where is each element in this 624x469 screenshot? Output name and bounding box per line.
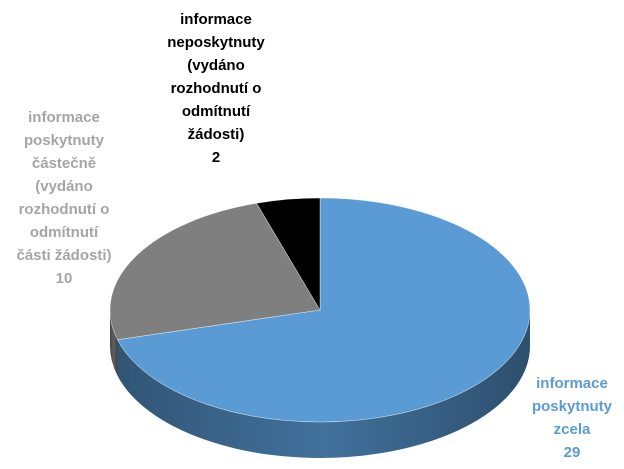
- pie-data-label-0: informace poskytnuty zcela 29: [532, 375, 613, 461]
- pie-data-label-line-0: poskytnuty: [532, 398, 613, 415]
- pie-data-label-line-2: odmítnutí: [182, 103, 251, 120]
- pie-data-label-1: informace poskytnuty částečně (vydáno rozhod…: [16, 109, 111, 287]
- pie-data-label-line-1: odmítnutí: [30, 224, 99, 241]
- pie-data-label-line-2: (vydáno: [187, 57, 245, 74]
- pie-slice-1: [109, 202, 321, 341]
- pie-data-label-line-1: (vydáno: [35, 178, 93, 195]
- pie-data-label-line-1: části žádosti): [16, 247, 111, 264]
- pie-data-label-value-2: 2: [212, 149, 220, 166]
- pie-slice-2: [256, 197, 321, 312]
- pie-data-label-line-1: informace: [28, 109, 100, 126]
- pie-data-label-line-1: částečně: [32, 155, 96, 172]
- pie-data-label-2: informace neposkytnuty (vydáno rozhodnutí o…: [167, 11, 265, 166]
- pie-data-label-value-1: 10: [56, 270, 73, 287]
- pie-data-label-line-1: rozhodnutí o: [19, 201, 110, 218]
- pie-data-label-line-1: poskytnuty: [24, 132, 105, 149]
- pie-data-label-line-2: žádosti): [188, 126, 245, 143]
- pie-data-label-line-2: rozhodnutí o: [171, 80, 262, 97]
- pie-slice-side-shade-1: [110, 310, 118, 376]
- pie-data-label-line-2: informace: [180, 11, 252, 28]
- pie-slice-side-shade-0: [117, 310, 530, 459]
- pie-data-label-value-0: 29: [564, 444, 581, 461]
- pie-slice-0: [117, 197, 531, 423]
- pie-label-layer: informace poskytnuty zcela 29 informace posky…: [16, 11, 612, 461]
- pie-data-label-line-0: zcela: [554, 421, 591, 438]
- pie-data-label-line-0: informace: [536, 375, 608, 392]
- pie-side-layer: [110, 310, 530, 459]
- pie-data-label-line-2: neposkytnuty: [167, 34, 265, 51]
- pie-top-layer: [109, 197, 531, 423]
